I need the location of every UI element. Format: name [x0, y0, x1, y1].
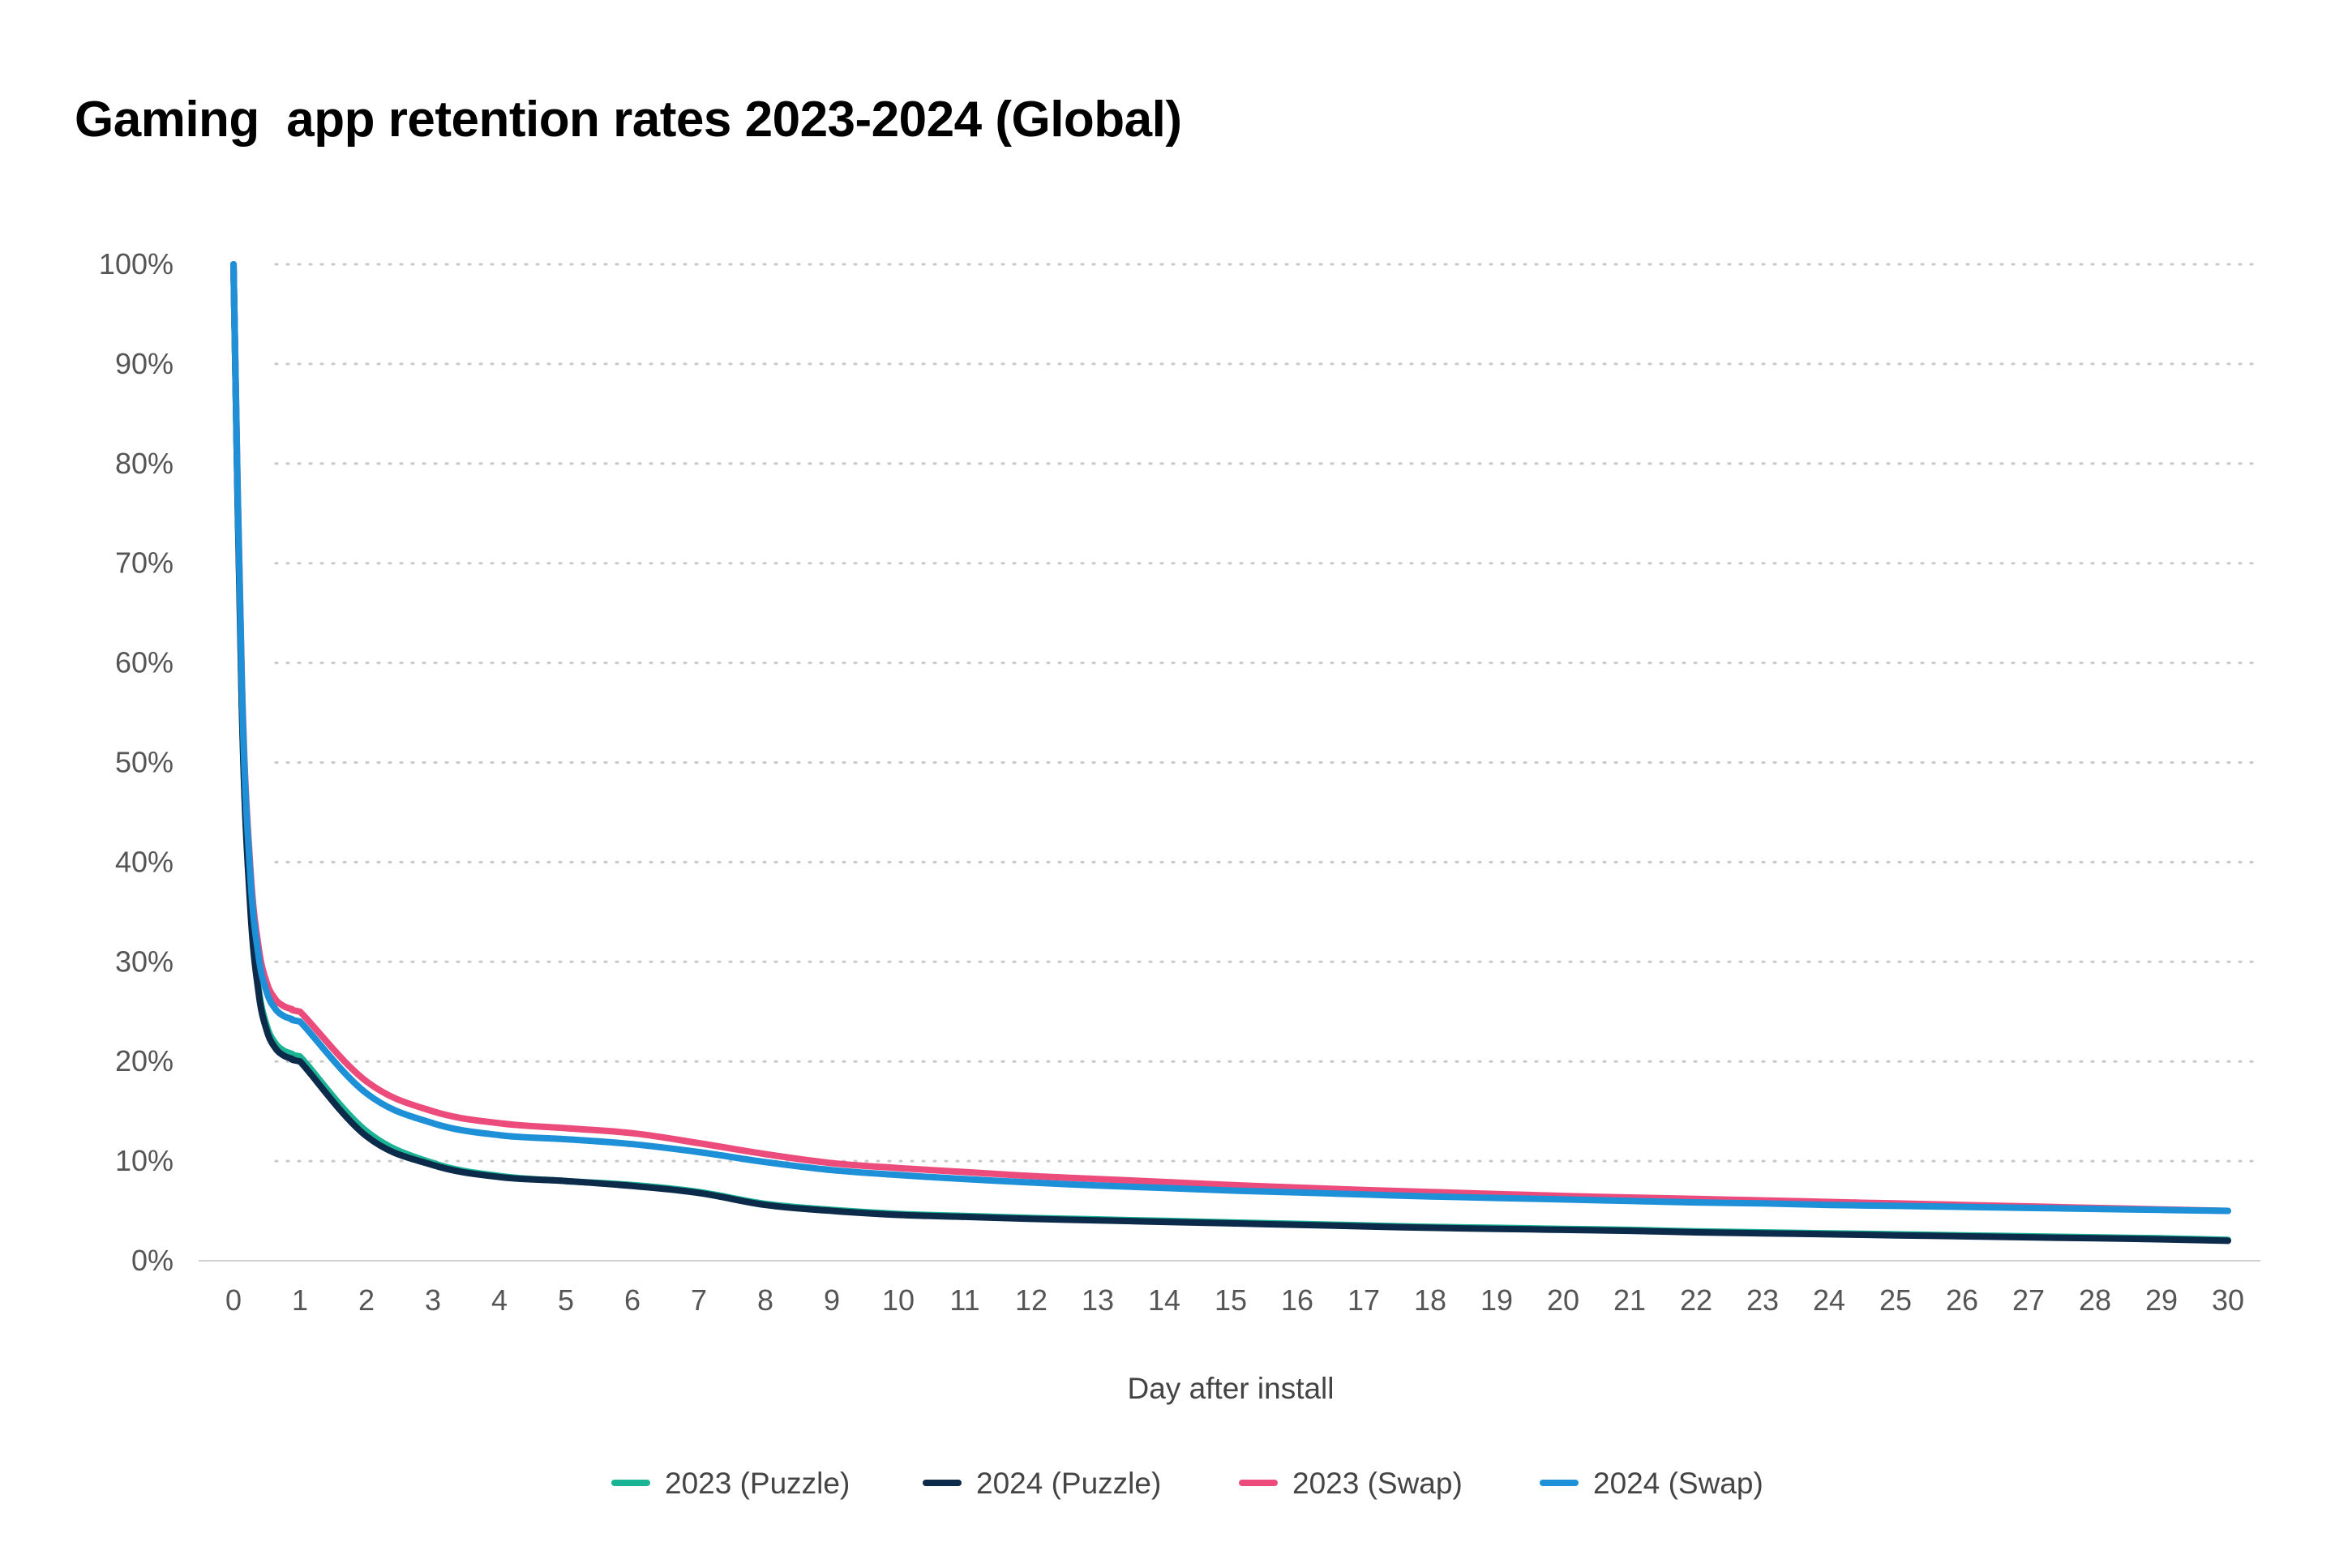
x-axis-title: Day after install [1128, 1372, 1335, 1405]
x-tick-label: 4 [491, 1283, 508, 1317]
x-tick-label: 26 [1946, 1283, 1978, 1317]
y-tick-label: 30% [115, 945, 174, 978]
gridlines [199, 263, 2262, 1262]
x-tick-label: 19 [1480, 1283, 1513, 1317]
x-tick-label: 23 [1746, 1283, 1779, 1317]
y-tick-label: 70% [115, 546, 174, 580]
x-tick-label: 8 [757, 1283, 773, 1317]
legend-item: 2024 (Swap) [1540, 1467, 1763, 1500]
x-tick-label: 0 [225, 1283, 242, 1317]
x-tick-label: 2 [358, 1283, 375, 1317]
x-tick-label: 20 [1547, 1283, 1579, 1317]
x-tick-label: 27 [2012, 1283, 2045, 1317]
series-lines [230, 261, 2231, 1245]
x-tick-label: 14 [1148, 1283, 1180, 1317]
legend-label: 2023 (Swap) [1292, 1467, 1463, 1500]
series-line [230, 261, 2231, 1215]
x-tick-label: 17 [1347, 1283, 1380, 1317]
x-tick-label: 24 [1813, 1283, 1845, 1317]
series-line [230, 261, 2231, 1244]
x-tick-label: 5 [558, 1283, 574, 1317]
y-tick-label: 0% [131, 1244, 174, 1277]
x-tick-label: 30 [2212, 1283, 2244, 1317]
x-tick-label: 11 [949, 1283, 979, 1317]
series-line [230, 261, 2231, 1245]
y-tick-label: 50% [115, 746, 174, 779]
x-axis: 0 1 2 3 4 5 6 7 8 9 10 11 12 13 14 15 16 17 18 19 20 21 22 23 24… [225, 1283, 2244, 1317]
x-tick-label: 18 [1414, 1283, 1446, 1317]
x-tick-label: 3 [425, 1283, 441, 1317]
y-axis: 0% 10% 20% 30% 40% 50% 60% 70% 80% 90% 100% [99, 247, 174, 1277]
legend-item: 2023 (Swap) [1239, 1467, 1463, 1500]
series-line [230, 261, 2231, 1215]
x-tick-label: 7 [691, 1283, 707, 1317]
y-tick-label: 100% [99, 247, 174, 281]
y-tick-label: 90% [115, 347, 174, 380]
x-tick-label: 21 [1613, 1283, 1646, 1317]
legend-label: 2023 (Puzzle) [665, 1467, 850, 1500]
x-tick-label: 25 [1879, 1283, 1912, 1317]
legend: 2023 (Puzzle) 2024 (Puzzle) 2023 (Swap) 202… [611, 1467, 1763, 1500]
x-tick-label: 1 [292, 1283, 308, 1317]
x-tick-label: 12 [1015, 1283, 1048, 1317]
x-tick-label: 16 [1281, 1283, 1313, 1317]
y-tick-label: 40% [115, 845, 174, 878]
x-tick-label: 10 [882, 1283, 915, 1317]
x-tick-label: 6 [624, 1283, 641, 1317]
x-tick-label: 9 [824, 1283, 840, 1317]
y-tick-label: 20% [115, 1044, 174, 1077]
legend-item: 2023 (Puzzle) [611, 1467, 850, 1500]
y-tick-label: 10% [115, 1144, 174, 1177]
legend-label: 2024 (Puzzle) [976, 1467, 1161, 1500]
x-tick-label: 28 [2079, 1283, 2111, 1317]
legend-label: 2024 (Swap) [1593, 1467, 1763, 1500]
y-tick-label: 80% [115, 447, 174, 480]
x-tick-label: 15 [1215, 1283, 1247, 1317]
y-tick-label: 60% [115, 646, 174, 679]
legend-item: 2024 (Puzzle) [923, 1467, 1161, 1500]
x-tick-label: 29 [2145, 1283, 2178, 1317]
x-tick-label: 13 [1082, 1283, 1114, 1317]
x-tick-label: 22 [1680, 1283, 1712, 1317]
chart-title: Gaming app retention rates 2023-2024 (Gl… [75, 92, 1182, 148]
